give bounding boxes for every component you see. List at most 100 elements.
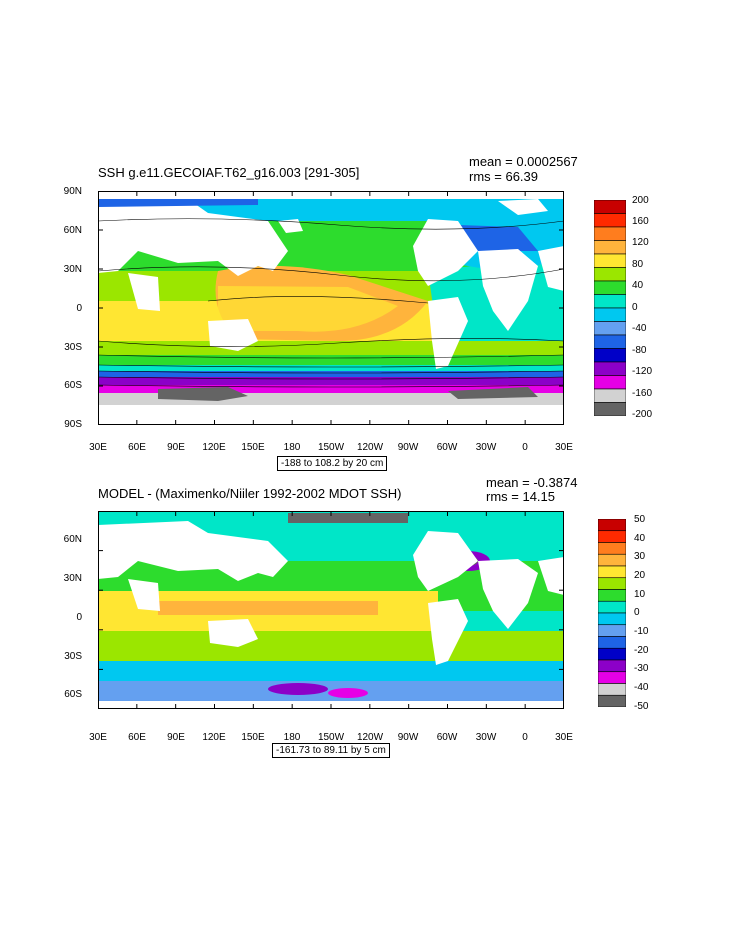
colorbar-swatch bbox=[598, 542, 626, 555]
colorbar-swatch bbox=[594, 240, 626, 255]
top-lat-label: 60N bbox=[63, 225, 82, 236]
bottom-lat-label: 60N bbox=[63, 534, 82, 545]
bottom-colorbar bbox=[598, 519, 626, 707]
colorbar-swatch bbox=[598, 683, 626, 696]
colorbar-swatch bbox=[594, 375, 626, 390]
bottom-colorbar-label: -10 bbox=[634, 626, 649, 637]
bottom-lon-label: 30E bbox=[89, 732, 107, 743]
top-colorbar-label: -160 bbox=[632, 388, 653, 399]
colorbar-swatch bbox=[594, 280, 626, 295]
top-lon-label: 60E bbox=[128, 442, 146, 453]
top-land bbox=[98, 199, 564, 369]
colorbar-swatch bbox=[594, 321, 626, 336]
colorbar-swatch bbox=[598, 565, 626, 579]
top-contour-info: -188 to 108.2 by 20 cm bbox=[277, 456, 388, 471]
top-colorbar-label: 120 bbox=[632, 237, 649, 248]
colorbar-swatch bbox=[594, 348, 626, 363]
colorbar-swatch bbox=[594, 200, 626, 214]
bottom-colorbar-label: 10 bbox=[634, 589, 646, 600]
colorbar-swatch bbox=[594, 253, 626, 268]
bottom-lon-label: 180 bbox=[283, 732, 301, 743]
colorbar-swatch bbox=[594, 334, 626, 349]
bottom-mean: mean = -0.3874 bbox=[486, 475, 578, 490]
bottom-lat-label: 30S bbox=[64, 651, 82, 662]
bottom-colorbar-label: -40 bbox=[634, 682, 649, 693]
top-lat-label: 60S bbox=[64, 380, 82, 391]
top-lon-label: 90W bbox=[397, 442, 419, 453]
top-colorbar-label: 40 bbox=[632, 280, 644, 291]
colorbar-swatch bbox=[594, 267, 626, 282]
bottom-lon-label: 0 bbox=[522, 732, 528, 743]
top-colorbar-label: -120 bbox=[632, 366, 653, 377]
colorbar-swatch bbox=[598, 519, 626, 532]
bottom-colorbar-label: 0 bbox=[634, 607, 640, 618]
top-lon-label: 30W bbox=[475, 442, 497, 453]
top-colorbar-label: 200 bbox=[632, 195, 649, 206]
colorbar-swatch bbox=[598, 589, 626, 602]
bottom-map-title: MODEL - (Maximenko/Niiler 1992-2002 MDOT… bbox=[98, 486, 402, 501]
colorbar-swatch bbox=[594, 402, 626, 416]
colorbar-swatch bbox=[598, 553, 626, 567]
top-lat-label: 0 bbox=[76, 303, 82, 314]
bottom-lon-label: 30W bbox=[475, 732, 497, 743]
colorbar-swatch bbox=[598, 647, 626, 661]
top-colorbar-label: 160 bbox=[632, 216, 649, 227]
bottom-rms: rms = 14.15 bbox=[486, 489, 556, 504]
bottom-map bbox=[98, 511, 564, 709]
top-map bbox=[98, 191, 564, 425]
bottom-lon-label: 60E bbox=[128, 732, 146, 743]
bottom-colorbar-label: 40 bbox=[634, 533, 646, 544]
bottom-lon-label: 150E bbox=[241, 732, 265, 743]
colorbar-swatch bbox=[594, 213, 626, 228]
bottom-lon-label: 90W bbox=[397, 732, 419, 743]
top-lat-label: 90N bbox=[63, 186, 82, 197]
top-lat-label: 90S bbox=[64, 419, 82, 430]
bottom-colorbar-label: -30 bbox=[634, 663, 649, 674]
colorbar-swatch bbox=[598, 671, 626, 684]
bottom-lon-label: 120W bbox=[356, 732, 384, 743]
top-lat-label: 30S bbox=[64, 342, 82, 353]
colorbar-swatch bbox=[598, 600, 626, 614]
bottom-colorbar-label: 30 bbox=[634, 551, 646, 562]
bottom-lon-label: 150W bbox=[317, 732, 345, 743]
bottom-colorbar-label: 20 bbox=[634, 570, 646, 581]
colorbar-swatch bbox=[598, 624, 626, 637]
top-lon-label: 180 bbox=[283, 442, 301, 453]
top-colorbar-label: -80 bbox=[632, 345, 647, 356]
top-lon-label: 60W bbox=[436, 442, 458, 453]
bottom-colorbar-label: -50 bbox=[634, 701, 649, 712]
bottom-lon-label: 60W bbox=[436, 732, 458, 743]
top-lon-label: 30E bbox=[89, 442, 107, 453]
top-lon-label: 0 bbox=[522, 442, 528, 453]
top-lon-label: 120W bbox=[356, 442, 384, 453]
top-lon-label: 120E bbox=[202, 442, 226, 453]
bottom-lat-label: 0 bbox=[76, 612, 82, 623]
colorbar-swatch bbox=[598, 694, 626, 707]
colorbar-swatch bbox=[594, 294, 626, 309]
colorbar-swatch bbox=[598, 636, 626, 649]
colorbar-swatch bbox=[598, 659, 626, 673]
bottom-lon-label: 30E bbox=[555, 732, 573, 743]
top-map-title: SSH g.e11.GECOIAF.T62_g16.003 [291-305] bbox=[98, 165, 360, 180]
bottom-lon-label: 120E bbox=[202, 732, 226, 743]
bottom-lon-label: 90E bbox=[167, 732, 185, 743]
bottom-colorbar-label: 50 bbox=[634, 514, 646, 525]
top-rms: rms = 66.39 bbox=[469, 169, 539, 184]
colorbar-swatch bbox=[598, 577, 626, 590]
bottom-colorbar-label: -20 bbox=[634, 645, 649, 656]
top-colorbar-label: -40 bbox=[632, 323, 647, 334]
top-colorbar-label: 80 bbox=[632, 259, 644, 270]
colorbar-swatch bbox=[598, 530, 626, 543]
colorbar-swatch bbox=[594, 388, 626, 403]
bottom-lat-label: 60S bbox=[64, 689, 82, 700]
top-lon-label: 150W bbox=[317, 442, 345, 453]
top-lon-label: 30E bbox=[555, 442, 573, 453]
colorbar-swatch bbox=[594, 307, 626, 322]
top-lat-label: 30N bbox=[63, 264, 82, 275]
colorbar-swatch bbox=[594, 226, 626, 241]
bottom-contour-info: -161.73 to 89.11 by 5 cm bbox=[272, 743, 390, 758]
top-colorbar bbox=[594, 200, 626, 416]
top-colorbar-label: 0 bbox=[632, 302, 638, 313]
colorbar-swatch bbox=[594, 361, 626, 376]
top-mean: mean = 0.0002567 bbox=[469, 154, 578, 169]
